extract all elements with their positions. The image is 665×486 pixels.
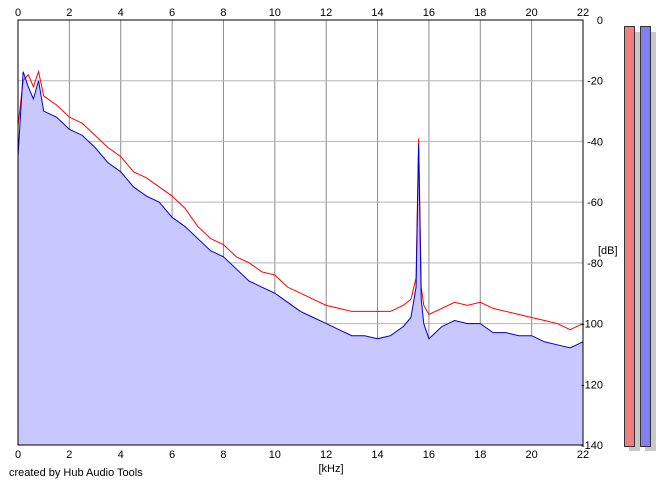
y-tick-label: -120 <box>581 379 603 391</box>
x-tick-label-bottom: 2 <box>66 449 72 461</box>
x-tick-label-bottom: 8 <box>220 449 226 461</box>
x-tick-label-top: 8 <box>220 7 226 19</box>
x-tick-label-top: 6 <box>169 7 175 19</box>
x-tick-label-top: 4 <box>118 7 124 19</box>
x-tick-labels-top: 0 2 4 6 8 10 12 14 16 18 20 22 <box>15 7 589 19</box>
x-tick-label-top: 18 <box>474 7 486 19</box>
credit-text: created by Hub Audio Tools <box>9 467 143 479</box>
y-tick-labels: 0 -20 -40 -60 -80 -100 -120 -140 <box>581 15 603 452</box>
y-tick-label: -100 <box>581 319 603 331</box>
x-tick-label-top: 14 <box>371 7 383 19</box>
x-tick-label-bottom: 18 <box>474 449 486 461</box>
x-tick-label-bottom: 6 <box>169 449 175 461</box>
x-tick-label-top: 22 <box>577 7 589 19</box>
x-tick-label-bottom: 4 <box>118 449 124 461</box>
y-tick-label: -20 <box>587 76 603 88</box>
x-tick-label-bottom: 12 <box>320 449 332 461</box>
x-tick-label-bottom: 20 <box>526 449 538 461</box>
y-tick-label: -60 <box>587 197 603 209</box>
right-channel-meter <box>640 26 651 447</box>
x-tick-label-bottom: 14 <box>371 449 383 461</box>
x-tick-label-top: 12 <box>320 7 332 19</box>
x-tick-label-top: 2 <box>66 7 72 19</box>
y-tick-label: -80 <box>587 258 603 270</box>
y-tick-label: -140 <box>581 440 603 452</box>
x-tick-label-top: 10 <box>269 7 281 19</box>
x-axis-label: [kHz] <box>318 463 343 475</box>
x-tick-label-top: 16 <box>423 7 435 19</box>
y-tick-label: -40 <box>587 136 603 148</box>
x-tick-label-bottom: 10 <box>269 449 281 461</box>
x-tick-label-bottom: 16 <box>423 449 435 461</box>
left-channel-meter <box>624 26 635 447</box>
x-tick-label-top: 20 <box>526 7 538 19</box>
y-tick-label: 0 <box>597 15 603 27</box>
x-tick-label-bottom: 0 <box>15 449 21 461</box>
x-tick-label-top: 0 <box>15 7 21 19</box>
y-axis-label: [dB] <box>598 245 618 257</box>
x-tick-labels-bottom: 0 2 4 6 8 10 12 14 16 18 20 22 <box>15 449 589 461</box>
